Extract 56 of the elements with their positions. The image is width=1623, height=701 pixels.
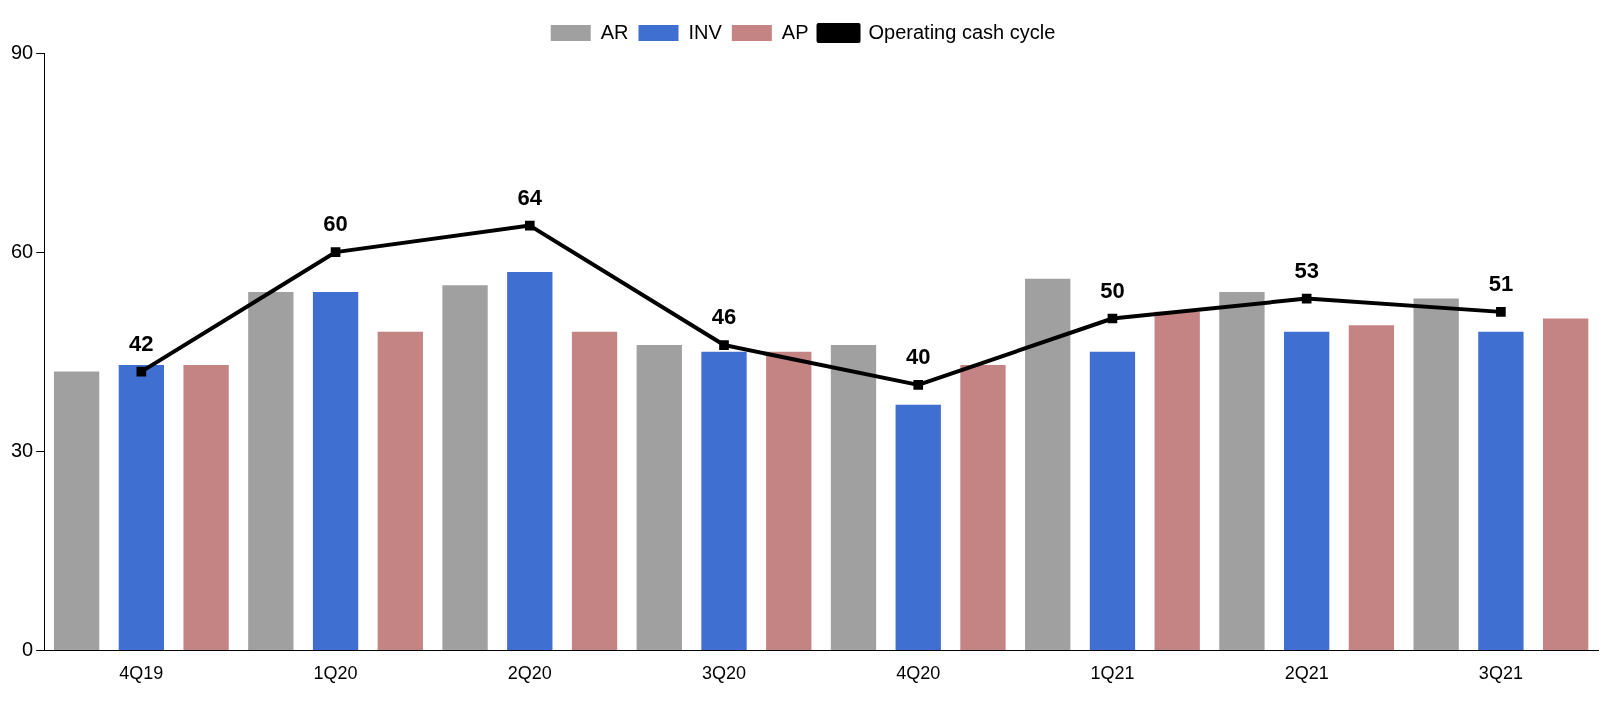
x-tick-label: 2Q20 <box>507 663 552 684</box>
bar <box>1542 318 1589 650</box>
x-tick-label: 1Q21 <box>1090 663 1135 684</box>
data-label: 50 <box>1100 277 1125 303</box>
data-label: 51 <box>1488 270 1514 296</box>
bar <box>312 291 359 650</box>
legend-label: INV <box>688 20 723 43</box>
bar <box>183 364 229 650</box>
bar <box>1154 311 1200 650</box>
bar <box>701 351 747 650</box>
data-label: 64 <box>517 184 543 210</box>
bar <box>248 291 294 650</box>
point <box>1301 293 1312 304</box>
bar <box>636 345 682 650</box>
x-tick-label: 2Q21 <box>1284 663 1329 684</box>
y-tick-label: 30 <box>11 438 34 461</box>
y-tick-label: 90 <box>11 40 34 63</box>
bar <box>766 351 812 650</box>
data-label: 42 <box>129 330 154 356</box>
bar <box>1413 298 1459 650</box>
bar <box>118 364 165 650</box>
point <box>330 247 341 257</box>
bar <box>1025 278 1071 650</box>
data-label: 46 <box>711 304 737 330</box>
x-tick-label: 4Q19 <box>119 663 164 684</box>
data-label: 60 <box>323 211 348 237</box>
legend-label: AR <box>600 20 629 43</box>
data-label: 53 <box>1294 257 1319 283</box>
x-tick-label: 3Q21 <box>1478 663 1523 684</box>
x-tick-label: 4Q20 <box>896 663 941 684</box>
x-tick-label: 1Q20 <box>313 663 358 684</box>
y-tick-label: 60 <box>11 239 34 262</box>
legend-label: Operating cash cycle <box>868 20 1056 43</box>
bar <box>571 331 618 650</box>
bar <box>830 345 877 650</box>
data-label: 40 <box>905 343 931 369</box>
x-tick-label: 3Q20 <box>701 663 747 684</box>
y-tick-label: 0 <box>22 637 34 660</box>
point <box>1107 313 1118 324</box>
bar <box>1348 325 1395 650</box>
bar <box>53 371 100 650</box>
bar <box>1478 331 1524 650</box>
point <box>524 220 535 231</box>
point <box>719 340 729 350</box>
bar <box>507 272 553 650</box>
bar <box>895 404 941 650</box>
bar <box>377 331 423 650</box>
point <box>1496 307 1506 317</box>
bar <box>442 285 488 650</box>
bar <box>960 364 1006 650</box>
bar <box>1219 291 1265 650</box>
bar <box>1284 331 1330 650</box>
legend-label: AP <box>781 20 809 43</box>
point <box>913 380 924 390</box>
bar <box>1089 351 1136 650</box>
point <box>136 366 147 377</box>
